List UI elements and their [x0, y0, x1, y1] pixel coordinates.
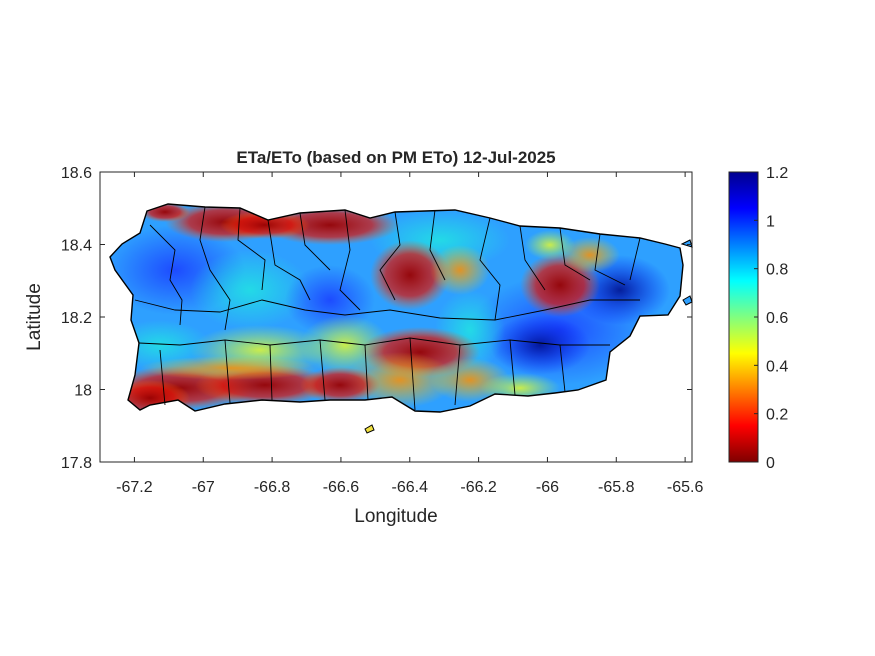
colorbar-tick-label: 0.4 [766, 358, 788, 375]
y-tick-label: 17.8 [61, 455, 92, 472]
map-title: ETa/ETo (based on PM ETo) 12-Jul-2025 [236, 148, 555, 167]
x-tick-label: -66.6 [323, 479, 360, 496]
x-tick-label: -66.8 [254, 479, 291, 496]
colorbar-tick-label: 1.2 [766, 165, 788, 182]
colorbar-tick-label: 1 [766, 213, 775, 230]
y-axis-ticks: 17.8 18 18.2 18.4 18.6 [61, 165, 692, 472]
x-tick-label: -65.6 [667, 479, 704, 496]
island-outline [109, 203, 684, 413]
colorbar-tick-label: 0 [766, 455, 775, 472]
colorbar [728, 171, 759, 463]
colorbar-tick-label: 0.6 [766, 310, 788, 327]
island-heatmap [110, 204, 683, 412]
municipality-borders [134, 206, 641, 411]
y-tick-label: 18.4 [61, 238, 92, 255]
offshore-islets [364, 239, 693, 434]
y-tick-label: 18.2 [61, 310, 92, 327]
colorbar-tick-label: 0.2 [766, 407, 788, 424]
y-tick-label: 18 [74, 383, 92, 400]
y-tick-label: 18.6 [61, 165, 92, 182]
colorbar-tick-label: 0.8 [766, 262, 788, 279]
x-axis-ticks: -67.2 -67 -66.8 -66.6 -66.4 -66.2 -66 -65.8 -65.… [116, 172, 703, 496]
y-axis-label: Latitude [24, 283, 45, 351]
x-tick-label: -66.4 [392, 479, 429, 496]
x-axis-label: Longitude [354, 506, 437, 527]
x-tick-label: -66 [536, 479, 559, 496]
x-tick-label: -67 [192, 479, 215, 496]
x-tick-label: -67.2 [116, 479, 153, 496]
x-tick-label: -66.2 [460, 479, 497, 496]
x-tick-label: -65.8 [598, 479, 635, 496]
colorbar-ticks: 0 0.2 0.4 0.6 0.8 1 1.2 [754, 165, 788, 472]
